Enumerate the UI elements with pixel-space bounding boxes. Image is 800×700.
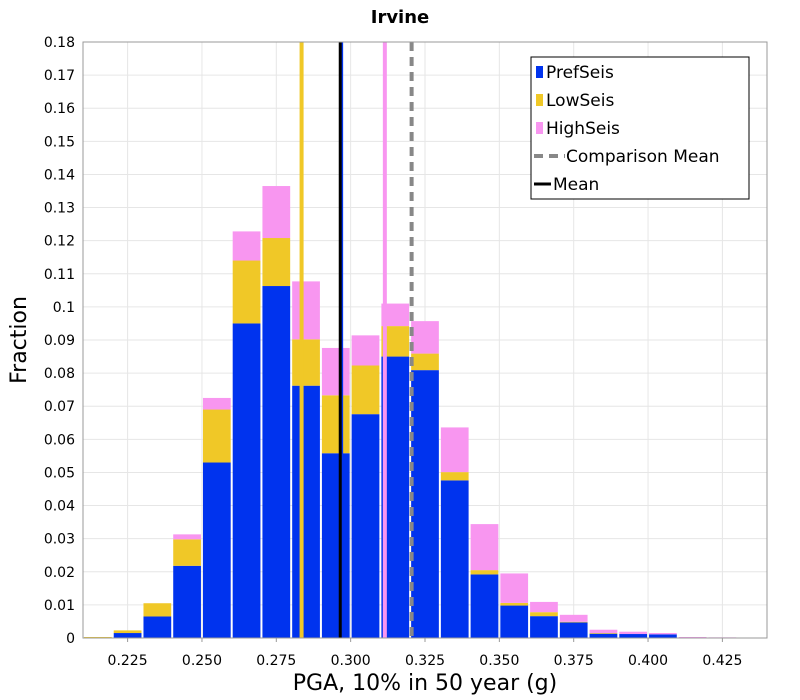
- x-tick-label: 0.350: [479, 653, 519, 669]
- y-tick-label: 0.08: [44, 366, 75, 382]
- x-axis-ticks: 0.225 0.250 0.275 0.300 0.325 0.350 0.375 0.400…: [108, 638, 742, 669]
- y-tick-label: 0.04: [44, 499, 75, 515]
- x-tick-label: 0.400: [628, 653, 668, 669]
- bar-lowseis: [500, 602, 529, 606]
- x-tick-label: 0.225: [108, 653, 148, 669]
- bar-prefseis: [143, 616, 172, 638]
- y-tick-label: 0.16: [44, 101, 75, 117]
- bar-prefseis: [262, 286, 291, 638]
- bar-lowseis: [321, 395, 350, 454]
- legend-label-lowseis: LowSeis: [546, 91, 614, 111]
- bar-lowseis: [559, 621, 588, 623]
- bar-lowseis: [292, 339, 320, 386]
- bar-prefseis: [321, 453, 350, 638]
- y-tick-label: 0.14: [44, 167, 75, 183]
- y-tick-label: 0.18: [44, 35, 75, 51]
- bar-highseis: [619, 631, 648, 635]
- bar-prefseis: [500, 605, 529, 638]
- bar-prefseis: [589, 633, 618, 638]
- y-tick-label: 0.15: [44, 134, 75, 150]
- bar-prefseis: [470, 574, 499, 638]
- bar-prefseis: [292, 385, 320, 638]
- bar-prefseis: [530, 616, 558, 638]
- bar-highseis: [292, 281, 320, 340]
- legend-swatch-lowseis: [536, 94, 543, 106]
- y-tick-label: 0.01: [44, 598, 75, 614]
- bar-highseis: [589, 629, 618, 634]
- y-tick-label: 0.03: [44, 532, 75, 548]
- x-tick-label: 0.300: [331, 653, 371, 669]
- bar-highseis: [440, 427, 469, 473]
- bar-prefseis: [173, 565, 201, 638]
- bar-highseis: [649, 633, 677, 635]
- y-tick-label: 0.1: [53, 300, 75, 316]
- bar-highseis: [470, 524, 499, 571]
- legend-label-mean: Mean: [553, 175, 599, 195]
- bar-highseis: [351, 335, 380, 366]
- bar-highseis: [500, 573, 529, 603]
- y-tick-label: 0: [66, 631, 75, 647]
- legend-swatch-highseis: [536, 122, 543, 134]
- bar-lowseis: [232, 260, 261, 324]
- bar-highseis: [321, 347, 350, 396]
- bar-prefseis: [649, 634, 677, 638]
- bar-highseis: [173, 534, 201, 540]
- y-axis-title: Fraction: [7, 296, 32, 384]
- y-tick-label: 0.06: [44, 432, 75, 448]
- x-axis-title: PGA, 10% in 50 year (g): [293, 671, 557, 696]
- bar-highseis: [411, 321, 439, 354]
- x-tick-label: 0.275: [256, 653, 296, 669]
- y-tick-label: 0.05: [44, 465, 75, 481]
- y-tick-label: 0.02: [44, 565, 75, 581]
- bar-highseis: [202, 397, 231, 410]
- bar-lowseis: [440, 472, 469, 481]
- x-tick-label: 0.375: [554, 653, 594, 669]
- x-tick-label: 0.250: [182, 653, 222, 669]
- legend: PrefSeis LowSeis HighSeis Comparison Mean Me…: [530, 56, 750, 200]
- bar-prefseis: [113, 633, 142, 638]
- bar-lowseis: [173, 539, 201, 566]
- legend-box: [530, 56, 750, 200]
- bar-lowseis: [589, 633, 618, 634]
- y-tick-label: 0.11: [44, 267, 75, 283]
- chart-title: Irvine: [371, 7, 430, 28]
- legend-label-highseis: HighSeis: [546, 119, 620, 139]
- y-tick-label: 0.13: [44, 201, 75, 217]
- bar-highseis: [530, 601, 558, 613]
- y-axis-ticks: 0 0.01 0.02 0.03 0.04 0.05 0.06 0.07 0.08 0.09 0.1…: [44, 35, 75, 647]
- x-tick-label: 0.325: [405, 653, 445, 669]
- bar-prefseis: [232, 323, 261, 638]
- bar-prefseis: [202, 462, 231, 638]
- y-tick-label: 0.09: [44, 333, 75, 349]
- bar-lowseis: [262, 238, 291, 287]
- y-tick-label: 0.07: [44, 399, 75, 415]
- legend-swatch-prefseis: [536, 66, 543, 78]
- bar-highseis: [232, 231, 261, 261]
- x-tick-label: 0.425: [702, 653, 742, 669]
- bars: [84, 186, 737, 638]
- legend-label-prefseis: PrefSeis: [546, 63, 614, 83]
- bar-highseis: [262, 186, 291, 239]
- bar-prefseis: [351, 414, 380, 638]
- bar-lowseis: [530, 612, 558, 617]
- bar-prefseis: [559, 622, 588, 638]
- legend-label-comparison-mean: Comparison Mean: [566, 147, 720, 167]
- y-tick-label: 0.12: [44, 234, 75, 250]
- bar-lowseis: [113, 630, 142, 634]
- reference-lines: [299, 42, 414, 638]
- bar-lowseis: [351, 365, 380, 415]
- bar-lowseis: [202, 409, 231, 463]
- bar-lowseis: [470, 570, 499, 575]
- bar-prefseis: [411, 370, 439, 638]
- bar-highseis: [381, 303, 410, 327]
- bar-prefseis: [619, 634, 648, 638]
- bar-highseis: [559, 614, 588, 622]
- bar-lowseis: [143, 603, 172, 617]
- y-tick-label: 0.17: [44, 68, 75, 84]
- bar-prefseis: [440, 480, 469, 638]
- bar-lowseis: [411, 353, 439, 371]
